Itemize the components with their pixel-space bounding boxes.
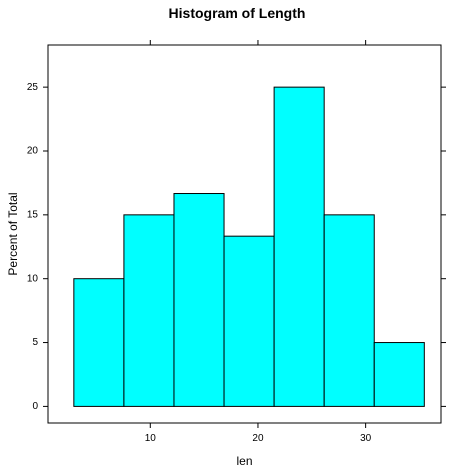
x-axis-label: len xyxy=(236,454,252,468)
x-tick-label: 10 xyxy=(145,433,157,444)
ticks-group: 10 20 30 0 5 10 15 20 25 xyxy=(27,40,446,444)
y-axis-label: Percent of Total xyxy=(6,192,20,275)
y-tick-label: 10 xyxy=(27,273,39,284)
histogram-bar-3 xyxy=(173,193,225,407)
histogram-bar-5 xyxy=(273,86,325,407)
y-tick-label: 0 xyxy=(32,401,38,412)
histogram-bar-6 xyxy=(323,214,375,407)
y-tick-label: 25 xyxy=(27,82,39,93)
histogram-bar-7 xyxy=(373,342,425,407)
y-tick-label: 15 xyxy=(27,209,39,220)
y-tick-label: 20 xyxy=(27,146,39,157)
plot-frame xyxy=(47,44,442,424)
histogram-bar-1 xyxy=(73,278,125,407)
bars-group xyxy=(73,86,425,407)
x-tick-label: 20 xyxy=(252,433,264,444)
y-tick-label: 5 xyxy=(32,337,38,348)
histogram-bar-4 xyxy=(223,235,275,407)
histogram-bar-2 xyxy=(123,214,175,407)
chart-title: Histogram of Length xyxy=(169,5,306,21)
x-tick-label: 30 xyxy=(360,433,372,444)
